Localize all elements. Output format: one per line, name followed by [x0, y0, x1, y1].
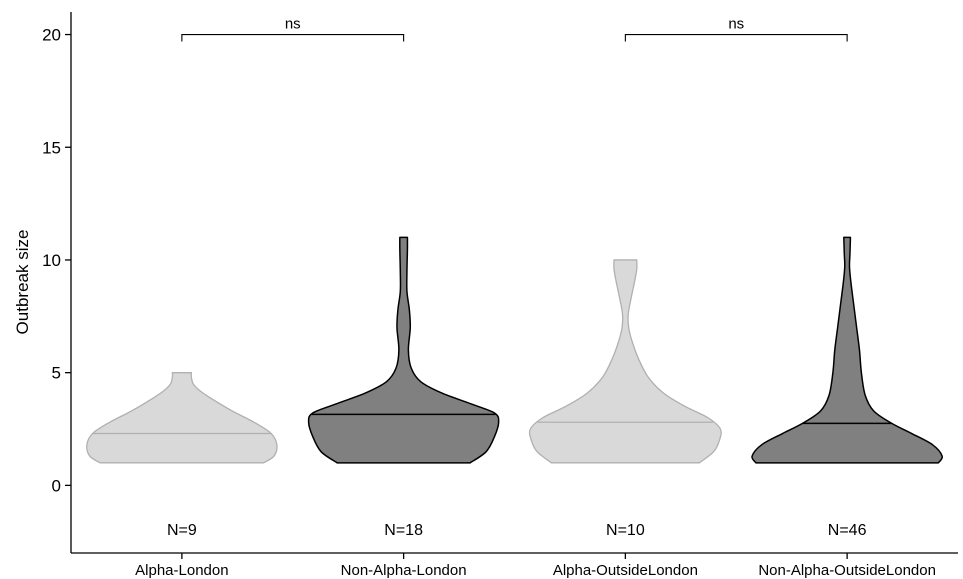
y-tick-label-0: 0: [52, 476, 61, 495]
violin-3: [751, 236, 944, 464]
axes: 0 5 10 15 20 Alpha-London Non-Alpha-London Alph…: [42, 26, 936, 579]
plot-area: N=9 N=18 N=10 N=46 ns ns: [86, 16, 944, 539]
violin-0: [86, 372, 278, 464]
n-label-0: N=9: [167, 522, 197, 539]
y-tick-label-2: 10: [42, 251, 61, 270]
significance-label-0: ns: [285, 16, 301, 33]
n-label-3: N=46: [828, 522, 867, 539]
significance-bracket-0: [181, 33, 405, 42]
violin-2: [528, 259, 722, 464]
y-tick-label-4: 20: [42, 26, 61, 45]
significance-label-1: ns: [728, 16, 744, 33]
x-tick-label-1: Non-Alpha-London: [341, 562, 467, 579]
x-tick-label-2: Alpha-OutsideLondon: [553, 562, 698, 579]
y-tick-label-3: 15: [42, 138, 61, 157]
y-tick-label-1: 5: [52, 364, 61, 383]
violin-1: [307, 236, 500, 464]
n-label-1: N=18: [384, 522, 423, 539]
x-tick-label-0: Alpha-London: [135, 562, 228, 579]
significance-bracket-1: [624, 33, 848, 42]
y-axis-title: Outbreak size: [13, 230, 32, 335]
x-tick-label-3: Non-Alpha-OutsideLondon: [758, 562, 936, 579]
n-label-2: N=10: [606, 522, 645, 539]
